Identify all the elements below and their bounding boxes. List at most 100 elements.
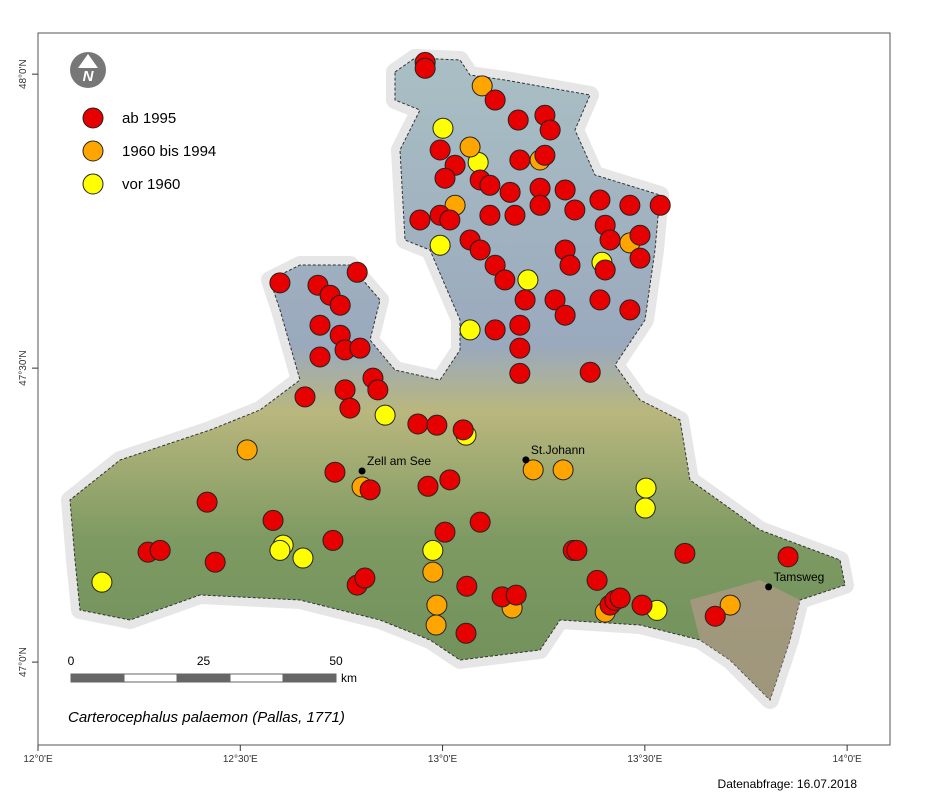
record-point xyxy=(354,567,376,589)
legend-marker xyxy=(82,173,104,195)
record-point xyxy=(334,379,356,401)
record-point xyxy=(517,269,539,291)
record-point xyxy=(425,614,447,636)
place-dot xyxy=(522,456,530,464)
record-point xyxy=(149,539,171,561)
record-point xyxy=(649,194,671,216)
record-point xyxy=(507,109,529,131)
record-point xyxy=(294,386,316,408)
legend-label: ab 1995 xyxy=(122,110,176,127)
record-point xyxy=(367,379,389,401)
record-point xyxy=(589,189,611,211)
record-point xyxy=(534,144,556,166)
scale-segment xyxy=(282,673,337,683)
legend-label: vor 1960 xyxy=(122,176,180,193)
record-point xyxy=(322,529,344,551)
record-point xyxy=(499,181,521,203)
record-point xyxy=(469,239,491,261)
record-point xyxy=(459,136,481,158)
y-tick-label: 47°0'N xyxy=(18,647,29,677)
record-point xyxy=(434,167,456,189)
record-point xyxy=(719,594,741,616)
record-point xyxy=(91,571,113,593)
record-point xyxy=(566,539,588,561)
record-point xyxy=(422,539,444,561)
record-point xyxy=(262,509,284,531)
legend-marker xyxy=(82,140,104,162)
record-point xyxy=(554,304,576,326)
x-tick-label: 13°30'E xyxy=(627,754,662,765)
scale-segment xyxy=(176,673,231,683)
x-tick-label: 14°0'E xyxy=(832,754,862,765)
record-point xyxy=(309,346,331,368)
record-point xyxy=(554,179,576,201)
record-point xyxy=(509,149,531,171)
record-point xyxy=(619,299,641,321)
record-point xyxy=(359,479,381,501)
x-tick-label: 12°30'E xyxy=(223,754,258,765)
record-point xyxy=(559,254,581,276)
record-point xyxy=(484,254,506,276)
record-point xyxy=(629,247,651,269)
record-point xyxy=(635,477,657,499)
record-point xyxy=(426,594,448,616)
scale-segment xyxy=(229,673,284,683)
place-dot xyxy=(358,467,366,475)
place-dot xyxy=(765,583,773,591)
scale-label: 25 xyxy=(197,654,211,668)
province xyxy=(69,57,846,701)
record-point xyxy=(374,404,396,426)
record-point xyxy=(494,269,516,291)
record-point xyxy=(529,194,551,216)
record-point xyxy=(586,569,608,591)
record-point xyxy=(459,319,481,341)
record-point xyxy=(432,117,454,139)
scale-label: 50 xyxy=(329,654,343,668)
place-label: Tamsweg xyxy=(774,570,825,584)
record-point xyxy=(479,174,501,196)
record-point xyxy=(329,294,351,316)
record-point xyxy=(407,413,429,435)
scale-segment xyxy=(70,673,125,683)
north-arrow: N xyxy=(70,52,106,88)
legend-marker xyxy=(82,107,104,129)
record-point xyxy=(579,361,601,383)
y-tick-label: 48°0'N xyxy=(18,59,29,89)
record-point xyxy=(544,289,566,311)
record-point xyxy=(619,194,641,216)
record-point xyxy=(429,139,451,161)
scale-segment xyxy=(123,673,178,683)
place-label: St.Johann xyxy=(531,443,585,457)
record-point xyxy=(704,605,726,627)
record-point xyxy=(196,491,218,513)
record-point xyxy=(629,224,651,246)
scale-unit: km xyxy=(341,671,357,685)
record-point xyxy=(456,575,478,597)
record-point xyxy=(609,587,631,609)
species-title: Carterocephalus palaemon (Pallas, 1771) xyxy=(68,709,345,726)
record-point xyxy=(429,234,451,256)
place-label: Zell am See xyxy=(367,454,431,468)
record-point xyxy=(349,337,371,359)
record-point xyxy=(269,539,291,561)
record-point xyxy=(346,261,368,283)
record-point xyxy=(504,204,526,226)
scale-label: 0 xyxy=(68,654,75,668)
record-point xyxy=(236,439,258,461)
record-point xyxy=(204,551,226,573)
record-point xyxy=(522,459,544,481)
record-point xyxy=(509,314,531,336)
record-point xyxy=(564,199,586,221)
record-point xyxy=(594,259,616,281)
record-point xyxy=(505,584,527,606)
record-point xyxy=(471,75,493,97)
record-point xyxy=(589,289,611,311)
footer: Datenabfrage: 16.07.2018 xyxy=(718,777,858,791)
record-point xyxy=(309,314,331,336)
x-tick-label: 13°0'E xyxy=(428,754,458,765)
record-point xyxy=(599,229,621,251)
record-point xyxy=(339,397,361,419)
x-tick-label: 12°0'E xyxy=(23,754,53,765)
record-point xyxy=(414,57,436,79)
record-point xyxy=(514,289,536,311)
